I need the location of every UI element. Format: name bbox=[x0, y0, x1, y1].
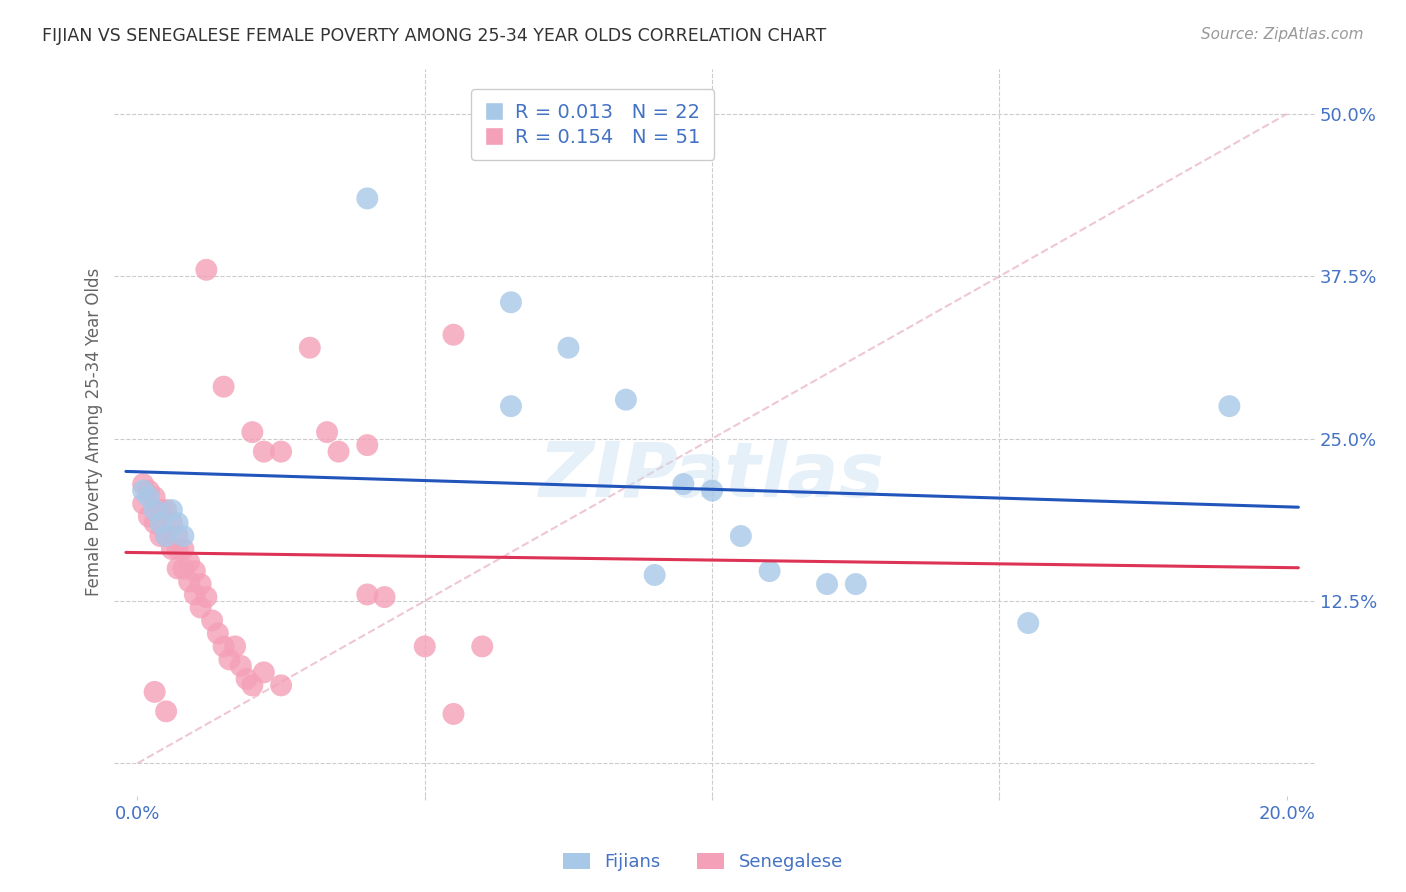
Point bbox=[149, 503, 172, 517]
Point bbox=[179, 555, 201, 569]
Point bbox=[845, 577, 868, 591]
Point bbox=[166, 561, 188, 575]
Point bbox=[138, 490, 160, 504]
Point bbox=[138, 509, 160, 524]
Point bbox=[235, 672, 257, 686]
Point bbox=[190, 600, 212, 615]
Point bbox=[143, 516, 166, 530]
Point bbox=[179, 574, 201, 589]
Point bbox=[443, 706, 465, 721]
Point bbox=[195, 590, 218, 604]
Point bbox=[253, 444, 276, 458]
Point bbox=[195, 262, 218, 277]
Point bbox=[443, 327, 465, 342]
Point bbox=[815, 577, 838, 591]
Text: FIJIAN VS SENEGALESE FEMALE POVERTY AMONG 25-34 YEAR OLDS CORRELATION CHART: FIJIAN VS SENEGALESE FEMALE POVERTY AMON… bbox=[42, 27, 827, 45]
Legend: Fijians, Senegalese: Fijians, Senegalese bbox=[555, 846, 851, 879]
Point bbox=[166, 516, 188, 530]
Text: Source: ZipAtlas.com: Source: ZipAtlas.com bbox=[1201, 27, 1364, 42]
Point bbox=[172, 561, 194, 575]
Point bbox=[240, 678, 263, 692]
Y-axis label: Female Poverty Among 25-34 Year Olds: Female Poverty Among 25-34 Year Olds bbox=[86, 268, 103, 596]
Point bbox=[253, 665, 276, 680]
Point bbox=[672, 477, 695, 491]
Point bbox=[166, 529, 188, 543]
Point bbox=[155, 529, 177, 543]
Point bbox=[132, 483, 155, 498]
Point bbox=[614, 392, 637, 407]
Point bbox=[356, 191, 378, 205]
Point bbox=[172, 529, 194, 543]
Point bbox=[143, 490, 166, 504]
Point bbox=[155, 503, 177, 517]
Point bbox=[700, 483, 723, 498]
Point bbox=[160, 541, 183, 556]
Point bbox=[1218, 399, 1240, 413]
Point bbox=[270, 444, 292, 458]
Point bbox=[758, 564, 780, 578]
Point bbox=[184, 587, 207, 601]
Point bbox=[328, 444, 350, 458]
Point bbox=[356, 587, 378, 601]
Point bbox=[1017, 615, 1039, 630]
Point bbox=[149, 529, 172, 543]
Point bbox=[132, 497, 155, 511]
Point bbox=[270, 678, 292, 692]
Text: ZIPatlas: ZIPatlas bbox=[538, 439, 886, 513]
Point bbox=[138, 483, 160, 498]
Point bbox=[166, 541, 188, 556]
Point bbox=[644, 568, 666, 582]
Point bbox=[471, 640, 494, 654]
Point bbox=[413, 640, 436, 654]
Point bbox=[212, 640, 235, 654]
Point bbox=[160, 503, 183, 517]
Point bbox=[172, 541, 194, 556]
Point bbox=[149, 516, 172, 530]
Point bbox=[132, 477, 155, 491]
Point bbox=[155, 529, 177, 543]
Point bbox=[218, 652, 240, 666]
Point bbox=[207, 626, 229, 640]
Point bbox=[201, 614, 224, 628]
Point bbox=[240, 425, 263, 439]
Point bbox=[316, 425, 339, 439]
Point bbox=[730, 529, 752, 543]
Point bbox=[373, 590, 395, 604]
Point bbox=[499, 399, 522, 413]
Point bbox=[212, 380, 235, 394]
Legend: R = 0.013   N = 22, R = 0.154   N = 51: R = 0.013 N = 22, R = 0.154 N = 51 bbox=[471, 89, 714, 161]
Point bbox=[155, 704, 177, 718]
Point bbox=[229, 659, 252, 673]
Point bbox=[143, 685, 166, 699]
Point bbox=[298, 341, 321, 355]
Point bbox=[356, 438, 378, 452]
Point bbox=[499, 295, 522, 310]
Point bbox=[143, 503, 166, 517]
Point bbox=[160, 516, 183, 530]
Point bbox=[184, 564, 207, 578]
Point bbox=[224, 640, 246, 654]
Point bbox=[190, 577, 212, 591]
Point bbox=[557, 341, 579, 355]
